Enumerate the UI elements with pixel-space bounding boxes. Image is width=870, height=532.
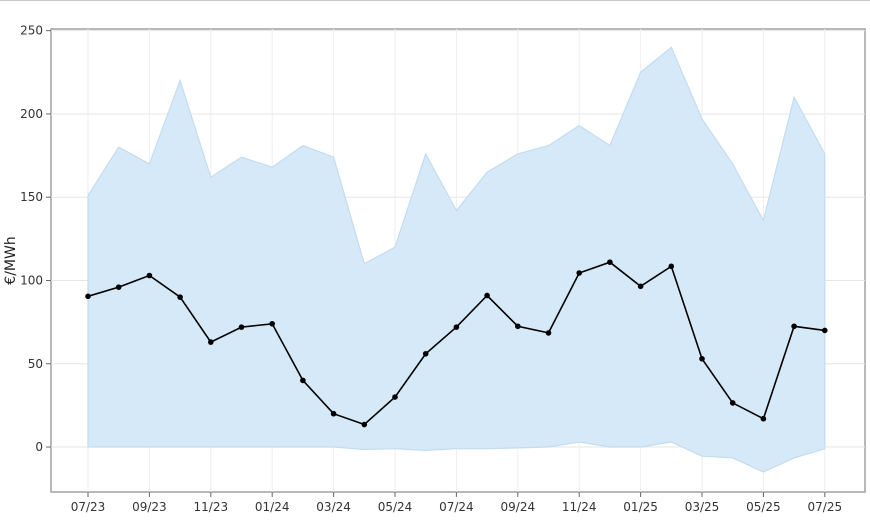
x-tick-label: 05/25 — [746, 500, 781, 514]
data-point — [637, 283, 644, 290]
data-point — [545, 330, 552, 336]
x-tick-label: 11/23 — [194, 500, 229, 514]
x-tick-label: 07/23 — [71, 500, 106, 514]
x-tick-label: 11/24 — [562, 500, 597, 514]
data-point — [760, 415, 767, 422]
data-point — [330, 410, 337, 417]
data-point — [269, 320, 276, 327]
y-tick-label: 100 — [20, 273, 43, 287]
monthly-series — [85, 259, 828, 428]
data-point — [146, 272, 153, 279]
data-point — [238, 324, 245, 330]
data-point — [822, 327, 828, 334]
top-rule — [0, 0, 870, 1]
data-point — [515, 323, 521, 330]
data-point — [484, 292, 490, 299]
data-point — [668, 263, 675, 270]
x-tick-label: 03/25 — [685, 500, 720, 514]
x-tick-label: 01/24 — [255, 500, 290, 514]
y-tick-label: 250 — [20, 24, 43, 38]
x-tick-label: 03/24 — [316, 500, 351, 514]
data-point — [392, 394, 398, 400]
data-point — [607, 259, 613, 265]
x-tick-label: 07/24 — [439, 500, 474, 514]
x-axis: 07/23 09/23 11/23 01/24 03/24 05/24 07/24 09/24… — [71, 492, 842, 514]
y-axis-label: €/MWh — [3, 236, 19, 284]
y-axis: 0 50 100 150 200 250 — [20, 24, 51, 454]
y-tick-label: 0 — [35, 440, 43, 454]
y-tick-label: 200 — [20, 107, 43, 121]
y-tick-label: 150 — [20, 190, 43, 204]
data-point — [361, 421, 368, 428]
data-point — [300, 377, 306, 384]
data-point — [177, 294, 183, 300]
data-point — [699, 355, 705, 362]
x-tick-label: 01/25 — [623, 500, 658, 514]
x-tick-label: 09/24 — [501, 500, 536, 514]
data-point — [85, 293, 91, 300]
x-tick-label: 05/24 — [378, 500, 413, 514]
data-point — [422, 350, 429, 357]
y-tick-label: 50 — [28, 357, 43, 371]
data-point — [729, 400, 736, 406]
data-point — [576, 270, 582, 276]
range-band — [87, 46, 826, 473]
data-point — [791, 323, 797, 330]
range-band-area — [87, 46, 826, 473]
data-point — [453, 324, 460, 330]
data-point — [208, 339, 214, 345]
data-point — [115, 284, 122, 290]
x-tick-label: 09/23 — [132, 500, 167, 514]
x-tick-label: 07/25 — [808, 500, 843, 514]
